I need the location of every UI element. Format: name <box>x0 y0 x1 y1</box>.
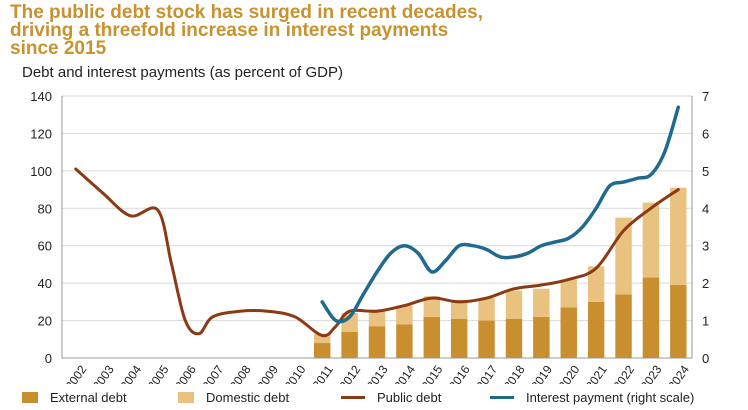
x-tick-label: 2004 <box>117 362 144 384</box>
x-tick-label: 2017 <box>473 362 500 384</box>
chart-title-line-1: The public debt stock has surged in rece… <box>10 2 484 23</box>
x-tick-label: 2021 <box>583 362 610 384</box>
bar-external-debt <box>533 316 550 358</box>
y-tick-label-left: 80 <box>38 201 52 216</box>
bar-domestic-debt <box>670 187 687 286</box>
chart-title: The public debt stock has surged in rece… <box>10 2 740 59</box>
y-tick-label-right: 1 <box>702 314 709 329</box>
legend-item-domestic-debt: Domestic debt <box>178 390 289 405</box>
bar-domestic-debt <box>587 266 605 302</box>
bar-domestic-debt <box>368 309 386 327</box>
x-tick-label: 2023 <box>638 362 665 384</box>
y-tick-label-right: 5 <box>702 164 709 179</box>
bar-domestic-debt <box>478 298 495 321</box>
bar-domestic-debt <box>396 305 413 325</box>
legend-item-interest-payment: Interest payment (right scale) <box>490 390 694 405</box>
bar-domestic-debt <box>642 202 660 278</box>
legend-label-public-debt: Public debt <box>377 390 442 405</box>
legend-item-public-debt: Public debt <box>341 390 441 405</box>
x-tick-label: 2009 <box>254 362 281 384</box>
x-tick-label: 2016 <box>446 362 473 384</box>
chart-legend: External debt Domestic debt Public debt … <box>0 386 748 408</box>
y-tick-label-left: 0 <box>45 351 52 366</box>
bar-domestic-debt <box>423 296 440 317</box>
bar-external-debt <box>615 294 632 358</box>
legend-label-interest-payment: Interest payment (right scale) <box>526 390 695 405</box>
x-tick-label: 2005 <box>145 362 172 384</box>
y-tick-label-right: 6 <box>702 126 709 141</box>
bar-domestic-debt <box>533 288 550 317</box>
bar-external-debt <box>396 324 413 358</box>
x-tick-label: 2007 <box>200 362 227 384</box>
y-tick-label-right: 3 <box>702 239 709 254</box>
interest-payment-line <box>320 105 681 324</box>
bar-external-debt <box>450 318 468 358</box>
bar-domestic-debt <box>314 333 331 344</box>
chart-area: 0 20 40 60 80 100 120 140 0 1 2 3 4 5 6 7 2002 2003 2004 20… <box>0 84 748 393</box>
bar-external-debt <box>587 301 605 358</box>
chart-subtitle: Debt and interest payments (as percent o… <box>22 64 343 81</box>
bar-external-debt <box>341 331 358 358</box>
legend-swatch-external-debt <box>22 392 38 403</box>
bar-domestic-debt <box>341 313 358 332</box>
x-tick-label: 2022 <box>610 362 637 384</box>
chart-title-line-3: since 2015 <box>10 38 107 59</box>
x-tick-label: 2002 <box>63 362 90 384</box>
x-tick-label: 2012 <box>336 362 363 384</box>
chart-title-line-2: driving a threefold increase in interest… <box>10 20 449 41</box>
bar-external-debt <box>505 318 523 358</box>
bar-external-debt <box>560 307 577 358</box>
x-tick-label: 2018 <box>501 362 528 384</box>
legend-swatch-public-debt <box>341 396 365 399</box>
y-tick-label-right: 0 <box>702 351 709 366</box>
x-tick-label: 2006 <box>172 362 199 384</box>
bar-domestic-debt <box>505 290 523 319</box>
bar-domestic-debt <box>450 299 468 319</box>
y-tick-label-left: 140 <box>30 89 52 104</box>
x-tick-label: 2024 <box>665 362 692 384</box>
y-tick-label-left: 20 <box>38 314 52 329</box>
bar-external-debt <box>423 316 440 358</box>
y-tick-label-left: 60 <box>38 239 52 254</box>
legend-label-domestic-debt: Domestic debt <box>206 390 290 405</box>
x-tick-label: 2014 <box>391 362 418 384</box>
x-tick-label: 2013 <box>364 362 391 384</box>
bar-external-debt <box>314 343 331 358</box>
x-tick-label: 2008 <box>227 362 254 384</box>
legend-swatch-domestic-debt <box>178 392 194 403</box>
bar-domestic-debt <box>560 279 577 308</box>
legend-item-external-debt: External debt <box>22 390 127 405</box>
bar-external-debt <box>478 320 495 358</box>
y-tick-label-left: 120 <box>30 126 52 141</box>
x-tick-label: 2020 <box>556 362 583 384</box>
x-tick-label: 2010 <box>282 362 309 384</box>
y-tick-label-left: 40 <box>38 276 52 291</box>
legend-swatch-interest-payment <box>490 396 514 399</box>
legend-label-external-debt: External debt <box>50 390 127 405</box>
x-tick-label: 2019 <box>528 362 555 384</box>
bar-external-debt <box>368 326 386 358</box>
y-tick-label-right: 2 <box>702 276 709 291</box>
x-tick-label: 2011 <box>310 362 336 384</box>
y-tick-label-left: 100 <box>30 164 52 179</box>
bar-external-debt <box>642 277 660 358</box>
x-tick-label: 2003 <box>90 362 117 384</box>
y-tick-label-right: 7 <box>702 89 709 104</box>
x-tick-label: 2015 <box>419 362 446 384</box>
y-tick-label-right: 4 <box>702 201 709 216</box>
public-debt-line <box>74 167 680 338</box>
bar-external-debt <box>670 285 687 358</box>
